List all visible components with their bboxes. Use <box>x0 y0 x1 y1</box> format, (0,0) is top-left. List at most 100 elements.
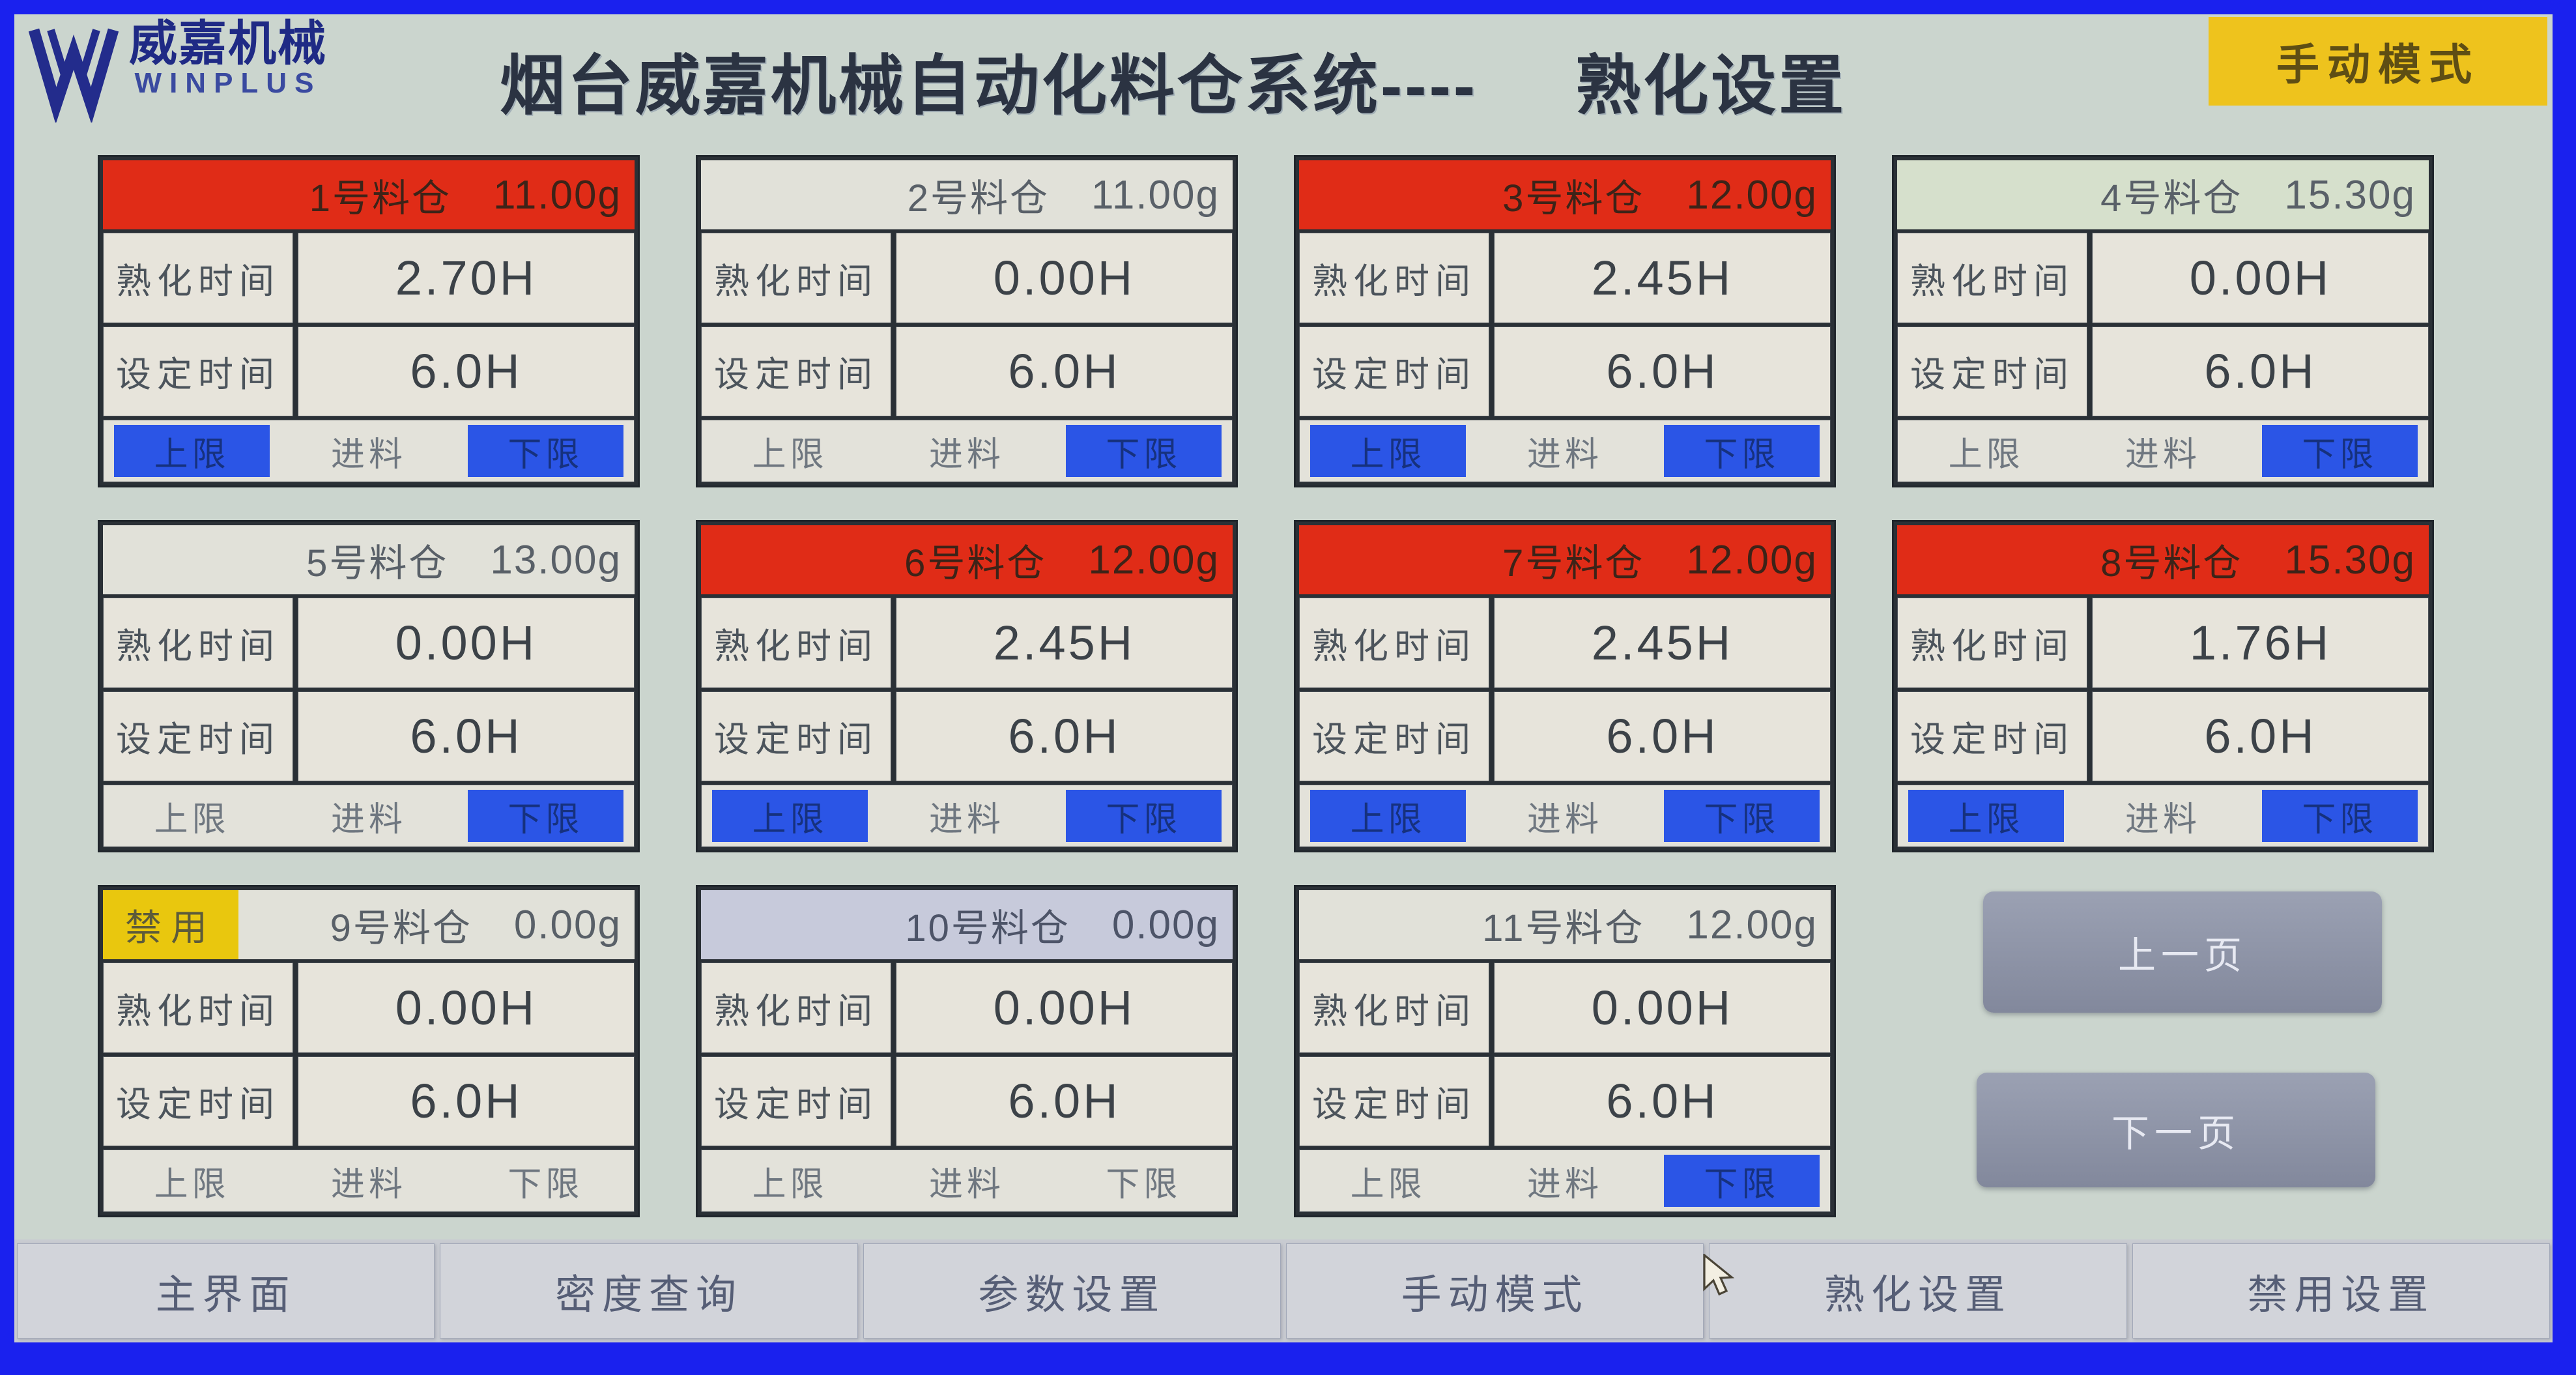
silo-name: 7号料仓 <box>1502 542 1645 585</box>
set-time-value[interactable]: 6.0H <box>1494 1056 1831 1146</box>
nav-density-query[interactable]: 密度查询 <box>440 1243 858 1339</box>
upper-limit-indicator: 上限 <box>712 790 868 842</box>
disabled-badge: 禁用 <box>103 890 238 959</box>
upper-limit-indicator: 上限 <box>752 435 828 474</box>
set-time-value[interactable]: 6.0H <box>1494 326 1831 416</box>
silo-weight: 12.00g <box>1686 537 1818 583</box>
upper-limit-indicator: 上限 <box>1310 790 1467 842</box>
set-time-value[interactable]: 6.0H <box>2092 326 2429 416</box>
lower-limit-indicator: 下限 <box>1663 1155 1820 1207</box>
silo-weight: 15.30g <box>2284 537 2416 583</box>
lower-limit-indicator: 下限 <box>2261 790 2418 842</box>
limit-indicators: 上限 进料 下限 <box>1897 420 2429 482</box>
curing-time-label: 熟化时间 <box>1897 598 2087 688</box>
silo-name: 5号料仓 <box>306 542 449 585</box>
pager-area: 上一页 下一页 <box>1892 885 2434 1217</box>
silo-header: 3号料仓 12.00g <box>1299 160 1831 229</box>
set-time-value[interactable]: 6.0H <box>1494 691 1831 781</box>
prev-page-button[interactable]: 上一页 <box>1983 891 2382 1013</box>
curing-time-value: 2.45H <box>896 598 1233 688</box>
upper-limit-indicator: 上限 <box>752 1165 828 1204</box>
silo-name: 3号料仓 <box>1502 177 1645 220</box>
silo-header: 8号料仓 15.30g <box>1897 525 2429 594</box>
curing-time-value: 0.00H <box>298 962 635 1053</box>
silo-header: 5号料仓 13.00g <box>103 525 635 594</box>
curing-time-value: 2.45H <box>1494 233 1831 323</box>
set-time-value[interactable]: 6.0H <box>2092 691 2429 781</box>
silo-weight: 13.00g <box>490 537 622 583</box>
feed-indicator: 进料 <box>330 435 407 474</box>
curing-time-value: 2.45H <box>1494 598 1831 688</box>
silo-weight: 12.00g <box>1686 902 1818 948</box>
mode-status-button[interactable]: 手动模式 <box>2209 17 2547 106</box>
silo-header: 7号料仓 12.00g <box>1299 525 1831 594</box>
lower-limit-indicator: 下限 <box>467 425 623 477</box>
lower-limit-indicator: 下限 <box>508 1165 584 1204</box>
set-time-label: 设定时间 <box>701 326 891 416</box>
curing-time-value: 0.00H <box>896 233 1233 323</box>
bottom-nav: 主界面 密度查询 参数设置 手动模式 熟化设置 禁用设置 <box>14 1239 2553 1342</box>
nav-curing-settings[interactable]: 熟化设置 <box>1709 1243 2127 1339</box>
silo-name: 6号料仓 <box>904 542 1047 585</box>
feed-indicator: 进料 <box>2125 800 2201 839</box>
set-time-label: 设定时间 <box>103 691 293 781</box>
limit-indicators: 上限 进料 下限 <box>1299 420 1831 482</box>
nav-parameter-settings[interactable]: 参数设置 <box>863 1243 1281 1339</box>
curing-time-label: 熟化时间 <box>701 598 891 688</box>
page-title: 烟台威嘉机械自动化料仓系统---- <box>500 50 1478 123</box>
nav-manual-mode[interactable]: 手动模式 <box>1285 1243 1704 1339</box>
nav-main-screen[interactable]: 主界面 <box>17 1243 435 1339</box>
set-time-value[interactable]: 6.0H <box>896 691 1233 781</box>
curing-time-value: 0.00H <box>298 598 635 688</box>
silo-card-7: 7号料仓 12.00g 熟化时间 2.45H 设定时间 6.0H 上限 进料 下… <box>1294 520 1836 852</box>
silo-weight: 12.00g <box>1686 172 1818 218</box>
silo-weight: 12.00g <box>1088 537 1220 583</box>
next-page-button[interactable]: 下一页 <box>1977 1073 2375 1187</box>
silo-name: 4号料仓 <box>2100 177 2243 220</box>
limit-indicators: 上限 进料 下限 <box>1299 1150 1831 1212</box>
silo-header: 禁用 9号料仓 0.00g <box>103 890 635 959</box>
set-time-value[interactable]: 6.0H <box>896 326 1233 416</box>
limit-indicators: 上限 进料 下限 <box>103 420 635 482</box>
nav-disable-settings[interactable]: 禁用设置 <box>2132 1243 2550 1339</box>
curing-time-label: 熟化时间 <box>1299 962 1489 1053</box>
silo-card-3: 3号料仓 12.00g 熟化时间 2.45H 设定时间 6.0H 上限 进料 下… <box>1294 155 1836 487</box>
silo-weight: 0.00g <box>513 902 622 948</box>
upper-limit-indicator: 上限 <box>114 425 270 477</box>
silo-card-9: 禁用 9号料仓 0.00g 熟化时间 0.00H 设定时间 6.0H 上限 进料… <box>98 885 640 1217</box>
feed-indicator: 进料 <box>330 1165 407 1204</box>
curing-time-label: 熟化时间 <box>1299 233 1489 323</box>
lower-limit-indicator: 下限 <box>1663 425 1820 477</box>
lower-limit-indicator: 下限 <box>1065 790 1222 842</box>
set-time-label: 设定时间 <box>1299 326 1489 416</box>
feed-indicator: 进料 <box>1526 1165 1603 1204</box>
set-time-label: 设定时间 <box>1299 691 1489 781</box>
silo-header: 1号料仓 11.00g <box>103 160 635 229</box>
curing-time-label: 熟化时间 <box>701 233 891 323</box>
hmi-screen: 威嘉机械 WINPLUS 烟台威嘉机械自动化料仓系统---- 熟化设置 手动模式… <box>14 14 2553 1342</box>
set-time-value[interactable]: 6.0H <box>896 1056 1233 1146</box>
set-time-value[interactable]: 6.0H <box>298 326 635 416</box>
logo-brand: 威嘉机械 <box>129 16 327 70</box>
limit-indicators: 上限 进料 下限 <box>701 420 1233 482</box>
feed-indicator: 进料 <box>928 800 1005 839</box>
silo-weight: 15.30g <box>2284 172 2416 218</box>
upper-limit-indicator: 上限 <box>1310 425 1467 477</box>
silo-header: 6号料仓 12.00g <box>701 525 1233 594</box>
set-time-label: 设定时间 <box>1299 1056 1489 1146</box>
feed-indicator: 进料 <box>928 1165 1005 1204</box>
silo-card-5: 5号料仓 13.00g 熟化时间 0.00H 设定时间 6.0H 上限 进料 下… <box>98 520 640 852</box>
silo-card-1: 1号料仓 11.00g 熟化时间 2.70H 设定时间 6.0H 上限 进料 下… <box>98 155 640 487</box>
silo-name: 10号料仓 <box>905 907 1070 949</box>
page-subtitle: 熟化设置 <box>1575 50 1847 123</box>
curing-time-value: 0.00H <box>2092 233 2429 323</box>
set-time-label: 设定时间 <box>701 1056 891 1146</box>
limit-indicators: 上限 进料 下限 <box>103 785 635 847</box>
silo-header: 11号料仓 12.00g <box>1299 890 1831 959</box>
feed-indicator: 进料 <box>928 435 1005 474</box>
set-time-value[interactable]: 6.0H <box>298 691 635 781</box>
set-time-label: 设定时间 <box>1897 326 2087 416</box>
set-time-value[interactable]: 6.0H <box>298 1056 635 1146</box>
curing-time-label: 熟化时间 <box>103 962 293 1053</box>
set-time-label: 设定时间 <box>103 326 293 416</box>
